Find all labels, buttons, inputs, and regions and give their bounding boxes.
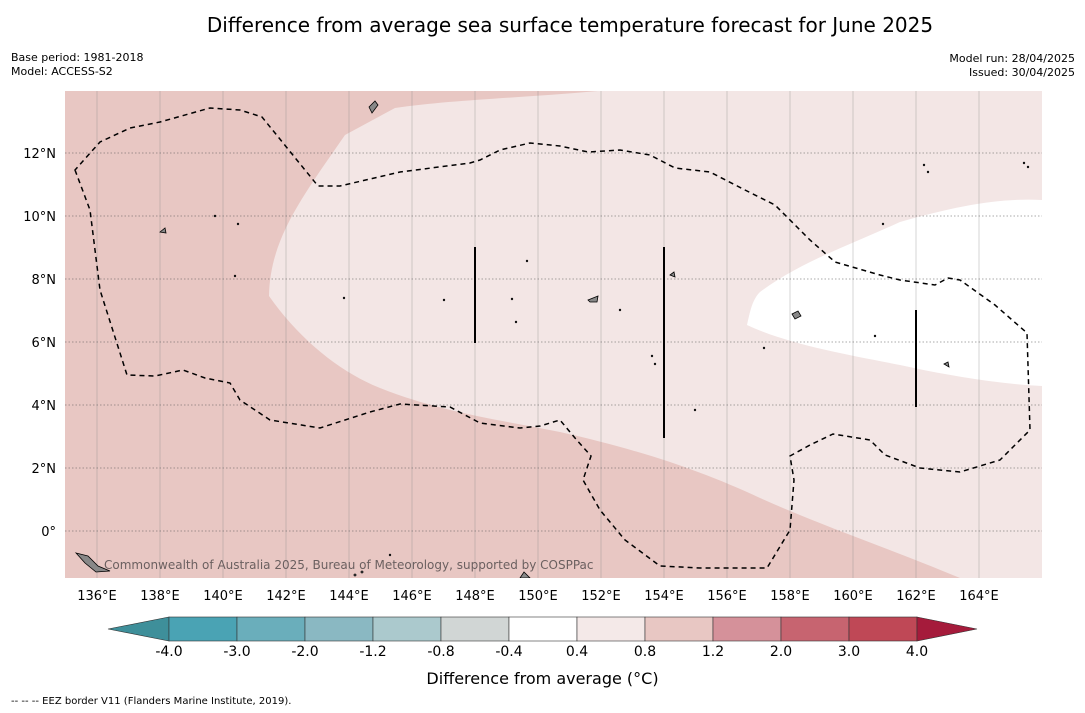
colorbar-tick-label: 2.0 [769,644,793,660]
colorbar-tick-label: 1.2 [701,644,725,660]
colorbar-swatch [644,616,714,642]
map-panel [65,91,1042,578]
colorbar-title: Difference from average (°C) [426,669,659,688]
meta-right: Model run: 28/04/2025 Issued: 30/04/2025 [949,52,1075,80]
lat-tick-label: 2°N [32,462,57,477]
lon-tick-label: 154°E [644,589,684,604]
eez-boundary-segments [474,247,917,438]
islands [74,100,1030,578]
lon-tick-label: 158°E [770,589,810,604]
colorbar-swatch [304,616,374,642]
colorbar-swatch [780,616,850,642]
gridlines [96,91,980,578]
colorbar-swatch [712,616,782,642]
colorbar-swatch [440,616,510,642]
lon-tick-label: 162°E [896,589,936,604]
lat-tick-label: 6°N [32,336,57,351]
colorbar-tick-label: 3.0 [837,644,861,660]
lat-tick-label: 12°N [23,147,56,162]
colorbar-tick-label: -3.0 [223,644,251,660]
colorbar [107,616,978,642]
colorbar-tick-label: -0.4 [495,644,523,660]
lon-tick-label: 152°E [581,589,621,604]
colorbar-swatch [372,616,442,642]
colorbar-swatch [576,616,646,642]
lon-tick-label: 136°E [77,589,117,604]
colorbar-swatch [848,616,918,642]
lon-tick-label: 150°E [518,589,558,604]
lon-tick-labels: 136°E 138°E 140°E 142°E 144°E 146°E 148°… [77,589,999,604]
eez-footnote: -- -- -- EEZ border V11 (Flanders Marine… [11,696,292,707]
meta-left: Base period: 1981-2018 Model: ACCESS-S2 [11,51,143,79]
colorbar-tick-label: -2.0 [291,644,319,660]
lon-tick-label: 156°E [707,589,747,604]
lat-tick-label: 10°N [23,210,56,225]
colorbar-tick-label: -0.8 [427,644,455,660]
lat-tick-label: 0° [41,525,56,540]
lon-tick-label: 146°E [392,589,432,604]
chart-title: Difference from average sea surface temp… [206,13,934,37]
lat-tick-label: 4°N [32,399,57,414]
colorbar-swatch [508,616,578,642]
lat-tick-label: 8°N [32,273,57,288]
model-run-label: Model run: 28/04/2025 [949,52,1075,65]
band-0p4-0p8 [747,199,1042,386]
lon-tick-label: 142°E [266,589,306,604]
colorbar-tick-label: -4.0 [155,644,183,660]
colorbar-extend-low [107,616,170,642]
lon-tick-label: 160°E [833,589,873,604]
lon-tick-label: 140°E [203,589,243,604]
colorbar-swatch [236,616,306,642]
issued-label: Issued: 30/04/2025 [968,66,1075,79]
base-period-label: Base period: 1981-2018 [11,51,144,64]
lon-tick-label: 164°E [959,589,999,604]
lon-tick-label: 144°E [329,589,369,604]
lon-tick-label: 148°E [455,589,495,604]
colorbar-tick-label: 4.0 [905,644,929,660]
colorbar-tick-label: 0.8 [633,644,657,660]
lat-tick-labels: 12°N 10°N 8°N 6°N 4°N 2°N 0° [23,147,56,540]
lon-tick-label: 138°E [140,589,180,604]
copyright-notice: Commonwealth of Australia 2025, Bureau o… [104,558,594,572]
colorbar-swatch [168,616,238,642]
colorbar-extend-high [916,616,978,642]
colorbar-tick-label: 0.4 [565,644,589,660]
band-0p8-1p2 [269,91,1042,578]
eez-border-left [74,107,1031,569]
model-label: Model: ACCESS-S2 [11,65,113,78]
colorbar-tick-label: -1.2 [359,644,387,660]
